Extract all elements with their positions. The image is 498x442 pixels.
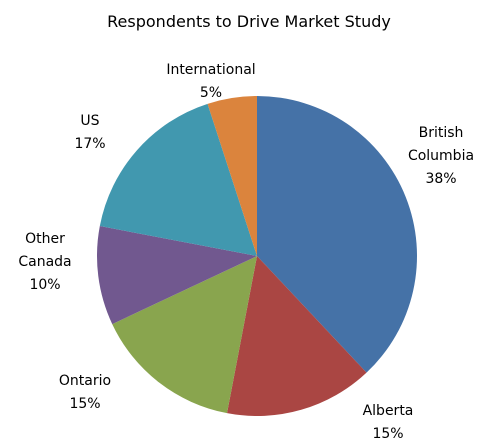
value-label: 38% <box>425 171 457 187</box>
value-label: 17% <box>74 136 106 152</box>
slice-label: Ontario 15% <box>45 370 125 416</box>
slice-label: US 17% <box>60 110 120 156</box>
pie-slice <box>112 256 258 414</box>
slice-label: Alberta 15% <box>348 400 428 442</box>
value-label: 10% <box>29 277 61 293</box>
value-label: 5% <box>199 85 223 101</box>
slice-label: Other Canada 10% <box>14 228 76 297</box>
value-label: 15% <box>372 426 404 442</box>
category-label: International <box>166 62 256 78</box>
slice-label: International 5% <box>151 59 271 105</box>
category-label: Alberta <box>362 403 414 419</box>
pie-slice <box>257 96 417 373</box>
pie-slice <box>227 256 367 416</box>
chart-title: Respondents to Drive Market Study <box>107 12 391 31</box>
category-label: US <box>80 113 100 129</box>
value-label: 15% <box>69 396 101 412</box>
category-label: Ontario <box>58 373 112 389</box>
category-label: Other Canada <box>18 231 72 270</box>
slice-label: British Columbia 38% <box>396 122 486 191</box>
pie-slice <box>207 96 257 256</box>
category-label: British Columbia <box>407 125 475 164</box>
pie-slice <box>97 226 257 325</box>
pie-slice <box>99 103 257 256</box>
